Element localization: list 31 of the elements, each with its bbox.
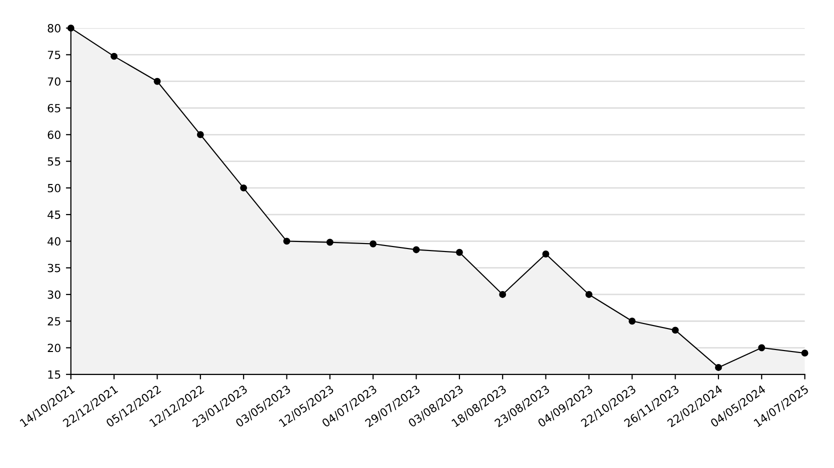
point (499, 291, 506, 298)
y-tick-label: 30 (48, 290, 60, 299)
y-tick-label: 35 (48, 264, 60, 272)
point (412, 246, 420, 254)
y-tick-label: 50 (48, 184, 60, 192)
point (628, 318, 636, 325)
point (714, 364, 722, 371)
y-tick-label: 25 (48, 317, 60, 326)
point (154, 78, 161, 85)
point (196, 131, 204, 138)
point (283, 238, 290, 245)
y-tick-label: 20 (48, 344, 60, 352)
point (326, 238, 334, 246)
y-tick-label: 70 (48, 77, 60, 86)
point (110, 52, 118, 60)
y-tick-label: 75 (48, 50, 60, 60)
y-tick-label: 60 (48, 130, 60, 140)
y-tick-label: 55 (48, 157, 60, 166)
point (758, 344, 766, 352)
y-tick-label: 45 (48, 210, 60, 219)
y-tick-label: 40 (48, 237, 60, 246)
point (801, 350, 808, 357)
point (240, 184, 248, 192)
point (585, 291, 592, 298)
y-tick-label: 80 (48, 24, 60, 32)
point (672, 326, 679, 334)
point (542, 250, 550, 258)
point (456, 248, 463, 256)
y-tick-label: 15 (48, 370, 60, 379)
y-tick-label: 65 (48, 104, 60, 112)
point (370, 240, 377, 248)
